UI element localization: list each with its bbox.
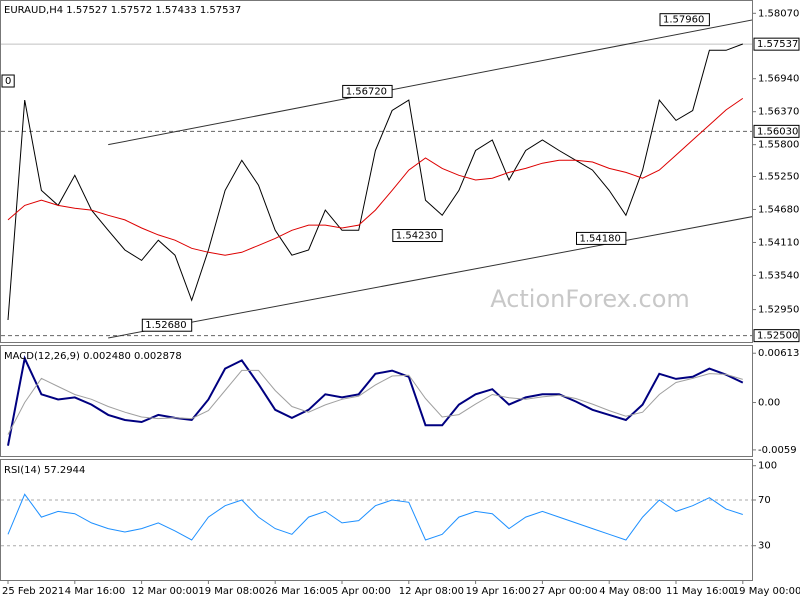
price-label-box <box>753 329 800 343</box>
rsi-pane <box>0 459 753 581</box>
x-tick-label: 5 Apr 00:00 <box>332 586 391 597</box>
price-label-box <box>753 37 800 51</box>
plot-area <box>1 493 752 547</box>
trendline <box>108 19 752 146</box>
y-tick-label: -0.0059 <box>758 445 797 456</box>
y-tick-label: 70 <box>758 495 771 506</box>
annotation-box <box>659 13 710 27</box>
annotation-label: 1.56720 <box>346 86 387 97</box>
annotation-label: 0 <box>5 76 11 87</box>
y-tick-label: 0.006139 <box>758 348 800 359</box>
annotation-box <box>342 84 393 98</box>
y-tick-label: 30 <box>758 541 771 552</box>
y-tick-label: 1.54110 <box>758 237 799 248</box>
series-line <box>7 97 744 256</box>
y-tick-label: 1.55800 <box>758 140 799 151</box>
y-tick-label: 1.56940 <box>758 74 799 85</box>
annotation-box <box>576 231 627 245</box>
annotation-box <box>141 318 193 332</box>
y-tick-label: 1.52950 <box>758 305 799 316</box>
price-label-box <box>753 124 800 138</box>
trendline <box>108 216 752 339</box>
x-tick-label: 4 May 08:00 <box>599 586 661 597</box>
y-tick-label: 0.00 <box>758 398 780 409</box>
annotation-label: 1.54180 <box>580 233 621 244</box>
x-tick-label: 26 Mar 16:00 <box>265 586 332 597</box>
macd-pane <box>0 345 753 457</box>
price-label: 1.57537 <box>757 39 798 50</box>
x-tick-label: 12 Apr 08:00 <box>399 586 464 597</box>
y-tick-label: 1.55250 <box>758 171 799 182</box>
price-label: 1.52500 <box>757 331 798 342</box>
plot-area: ActionForex.com <box>1 19 752 339</box>
x-tick-label: 19 May 00:00 <box>733 586 800 597</box>
x-tick-label: 4 Mar 16:00 <box>65 586 125 597</box>
annotation-label: 1.57960 <box>663 15 704 26</box>
pane-title: EURAUD,H4 1.57527 1.57572 1.57433 1.5753… <box>4 5 241 16</box>
plot-area <box>7 355 744 446</box>
x-tick-label: 25 Feb 2021 <box>2 586 64 597</box>
series-line <box>7 493 743 541</box>
y-tick-label: 1.53540 <box>758 270 799 281</box>
x-tick-label: 19 Apr 16:00 <box>466 586 531 597</box>
series-line <box>7 369 743 435</box>
x-tick-label: 12 Mar 00:00 <box>132 586 199 597</box>
series-line <box>7 43 743 321</box>
annotation-label: 1.52680 <box>145 320 186 331</box>
annotation-label: 1.54230 <box>396 231 437 242</box>
y-tick-label: 1.56370 <box>758 107 799 118</box>
series-line <box>7 355 744 446</box>
annotation-box <box>1 74 15 88</box>
x-tick-label: 19 Mar 08:00 <box>198 586 265 597</box>
annotation-box <box>392 229 443 243</box>
y-tick-label: 100 <box>758 461 777 472</box>
price-label: 1.56030 <box>757 126 798 137</box>
pane-title: RSI(14) 57.2944 <box>4 465 85 476</box>
pane-title: MACD(12,26,9) 0.002480 0.002878 <box>4 351 182 362</box>
price-pane <box>0 0 753 343</box>
x-tick-label: 11 May 16:00 <box>666 586 735 597</box>
y-tick-label: 1.54680 <box>758 204 799 215</box>
x-tick-label: 27 Apr 00:00 <box>532 586 597 597</box>
y-tick-label: 1.58070 <box>758 8 799 19</box>
watermark: ActionForex.com <box>490 285 690 313</box>
